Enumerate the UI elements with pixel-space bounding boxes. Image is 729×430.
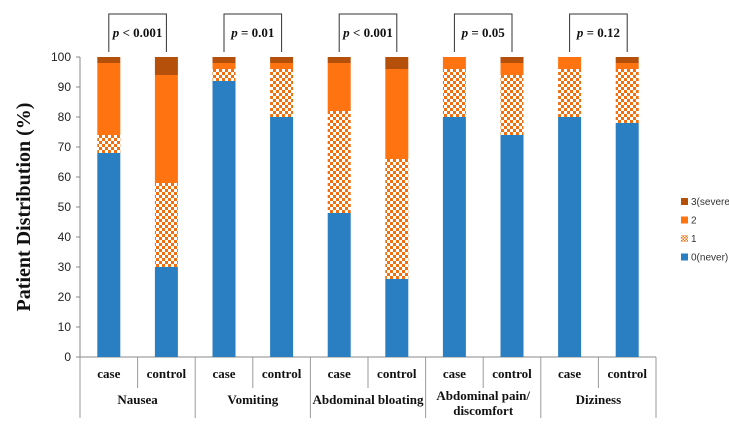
legend-label: 0(never) <box>691 253 728 264</box>
bar-segment-abdominal-bloating-case-3-severe- <box>327 57 351 63</box>
legend-label: 2 <box>691 216 697 227</box>
group-label: Diziness <box>576 392 622 407</box>
p-value-bracket <box>108 13 167 52</box>
p-value-bracket <box>223 13 283 52</box>
bar-segment-nausea-control-0-never- <box>154 267 178 357</box>
bar-segment-abdominal-bloating-control-0-never- <box>385 279 409 357</box>
y-tick-label: 10 <box>58 320 72 334</box>
bar-segment-vomiting-control-0-never- <box>270 117 294 357</box>
p-value-label: p < 0.001 <box>112 25 163 40</box>
bar-category-label: case <box>328 366 351 381</box>
bar-segment-vomiting-case-1 <box>212 69 236 81</box>
legend-label: 1 <box>691 234 697 245</box>
y-tick-label: 40 <box>58 230 72 244</box>
bar-segment-abdominal-pain-discomfort-control-2 <box>500 63 524 75</box>
p-value-label: p < 0.001 <box>342 25 393 40</box>
bar-segment-diziness-case-2 <box>558 57 582 69</box>
bar-segment-nausea-case-0-never- <box>97 153 121 357</box>
legend-swatch <box>681 198 688 205</box>
bar-segment-abdominal-bloating-control-1 <box>385 159 409 279</box>
group-label: Vomiting <box>227 392 278 407</box>
y-tick-label: 100 <box>51 50 71 64</box>
bar-segment-nausea-case-2 <box>97 63 121 135</box>
bar-category-label: control <box>492 366 532 381</box>
bar-segment-abdominal-bloating-control-2 <box>385 69 409 159</box>
y-tick-label: 80 <box>58 110 72 124</box>
bar-segment-abdominal-pain-discomfort-control-3-severe- <box>500 57 524 63</box>
bar-category-label: case <box>558 366 581 381</box>
bar-segment-nausea-control-1 <box>154 183 178 267</box>
bar-segment-diziness-control-3-severe- <box>615 57 639 63</box>
group-label: Nausea <box>117 392 158 407</box>
bar-segment-diziness-control-2 <box>615 63 639 69</box>
legend-label: 3(severe) <box>691 197 729 208</box>
bar-segment-vomiting-control-1 <box>270 69 294 117</box>
bar-segment-diziness-case-0-never- <box>558 117 582 357</box>
bar-category-label: control <box>607 366 647 381</box>
bar-segment-nausea-control-2 <box>154 75 178 183</box>
p-value-bracket <box>338 13 398 52</box>
bar-segment-vomiting-case-2 <box>212 63 236 69</box>
bar-category-label: control <box>147 366 187 381</box>
bar-segment-diziness-control-1 <box>615 69 639 123</box>
bar-segment-vomiting-control-3-severe- <box>270 57 294 63</box>
bar-segment-nausea-control-3-severe- <box>154 57 178 75</box>
legend-swatch <box>681 216 688 224</box>
group-label: Abdominal pain/discomfort <box>436 388 530 418</box>
p-value-bracket <box>569 13 628 52</box>
bar-category-label: case <box>443 366 466 381</box>
bar-segment-abdominal-pain-discomfort-control-0-never- <box>500 135 524 357</box>
bar-segment-abdominal-pain-discomfort-case-2 <box>442 57 466 69</box>
legend-swatch <box>681 235 688 242</box>
p-value-label: p = 0.05 <box>461 25 506 40</box>
y-axis-label: Patient Distribution (%) <box>13 103 35 312</box>
legend-swatch <box>681 253 688 261</box>
y-tick-label: 30 <box>58 260 72 274</box>
bar-segment-diziness-case-1 <box>558 69 582 117</box>
bar-segment-nausea-case-3-severe- <box>97 57 121 63</box>
bar-segment-diziness-control-0-never- <box>615 123 639 357</box>
y-tick-label: 60 <box>58 170 72 184</box>
bar-segment-abdominal-pain-discomfort-case-1 <box>442 69 466 117</box>
bar-segment-vomiting-case-0-never- <box>212 81 236 357</box>
p-value-label: p = 0.12 <box>576 25 620 40</box>
bar-segment-abdominal-bloating-case-0-never- <box>327 213 351 357</box>
bar-category-label: control <box>377 366 417 381</box>
y-tick-label: 50 <box>58 200 72 214</box>
bar-segment-abdominal-pain-discomfort-case-0-never- <box>442 117 466 357</box>
group-label: Abdominal bloating <box>313 392 424 407</box>
bar-segment-nausea-case-1 <box>97 135 121 153</box>
bar-segment-abdominal-bloating-case-1 <box>327 111 351 213</box>
bar-category-label: case <box>97 366 120 381</box>
bar-segment-abdominal-bloating-case-2 <box>327 63 351 111</box>
y-tick-label: 0 <box>64 350 71 364</box>
p-value-label: p = 0.01 <box>230 25 274 40</box>
bar-segment-abdominal-pain-discomfort-control-1 <box>500 75 524 135</box>
y-tick-label: 20 <box>58 290 72 304</box>
bar-segment-vomiting-control-2 <box>270 63 294 69</box>
bar-segment-vomiting-case-3-severe- <box>212 57 236 63</box>
bar-category-label: control <box>262 366 302 381</box>
p-value-bracket <box>453 13 513 52</box>
bar-segment-abdominal-bloating-control-3-severe- <box>385 57 409 69</box>
y-tick-label: 90 <box>58 80 72 94</box>
y-tick-label: 70 <box>58 140 72 154</box>
bar-category-label: case <box>212 366 235 381</box>
